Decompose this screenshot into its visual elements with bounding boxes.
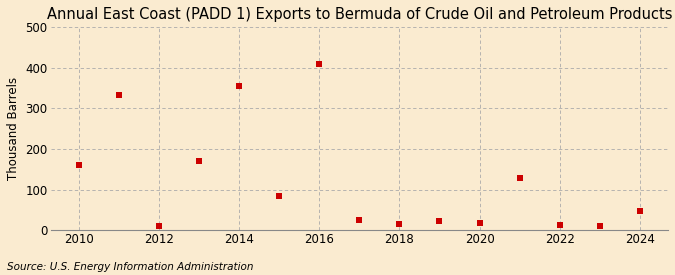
Point (73, 163, 84, 167)
Point (634, 209, 645, 213)
Point (113, 93, 124, 97)
Point (434, 219, 445, 224)
Y-axis label: Thousand Barrels: Thousand Barrels (7, 77, 20, 180)
Point (273, 194, 284, 198)
Point (153, 224, 164, 229)
Title: Annual East Coast (PADD 1) Exports to Bermuda of Crude Oil and Petroleum Product: Annual East Coast (PADD 1) Exports to Be… (47, 7, 672, 22)
Point (475, 221, 485, 225)
Point (595, 224, 605, 229)
Point (514, 176, 525, 180)
Point (354, 218, 364, 222)
Point (314, 62, 325, 66)
Point (234, 84, 244, 88)
Point (394, 222, 405, 226)
Point (194, 159, 205, 163)
Text: Source: U.S. Energy Information Administration: Source: U.S. Energy Information Administ… (7, 262, 253, 272)
Point (554, 223, 565, 228)
